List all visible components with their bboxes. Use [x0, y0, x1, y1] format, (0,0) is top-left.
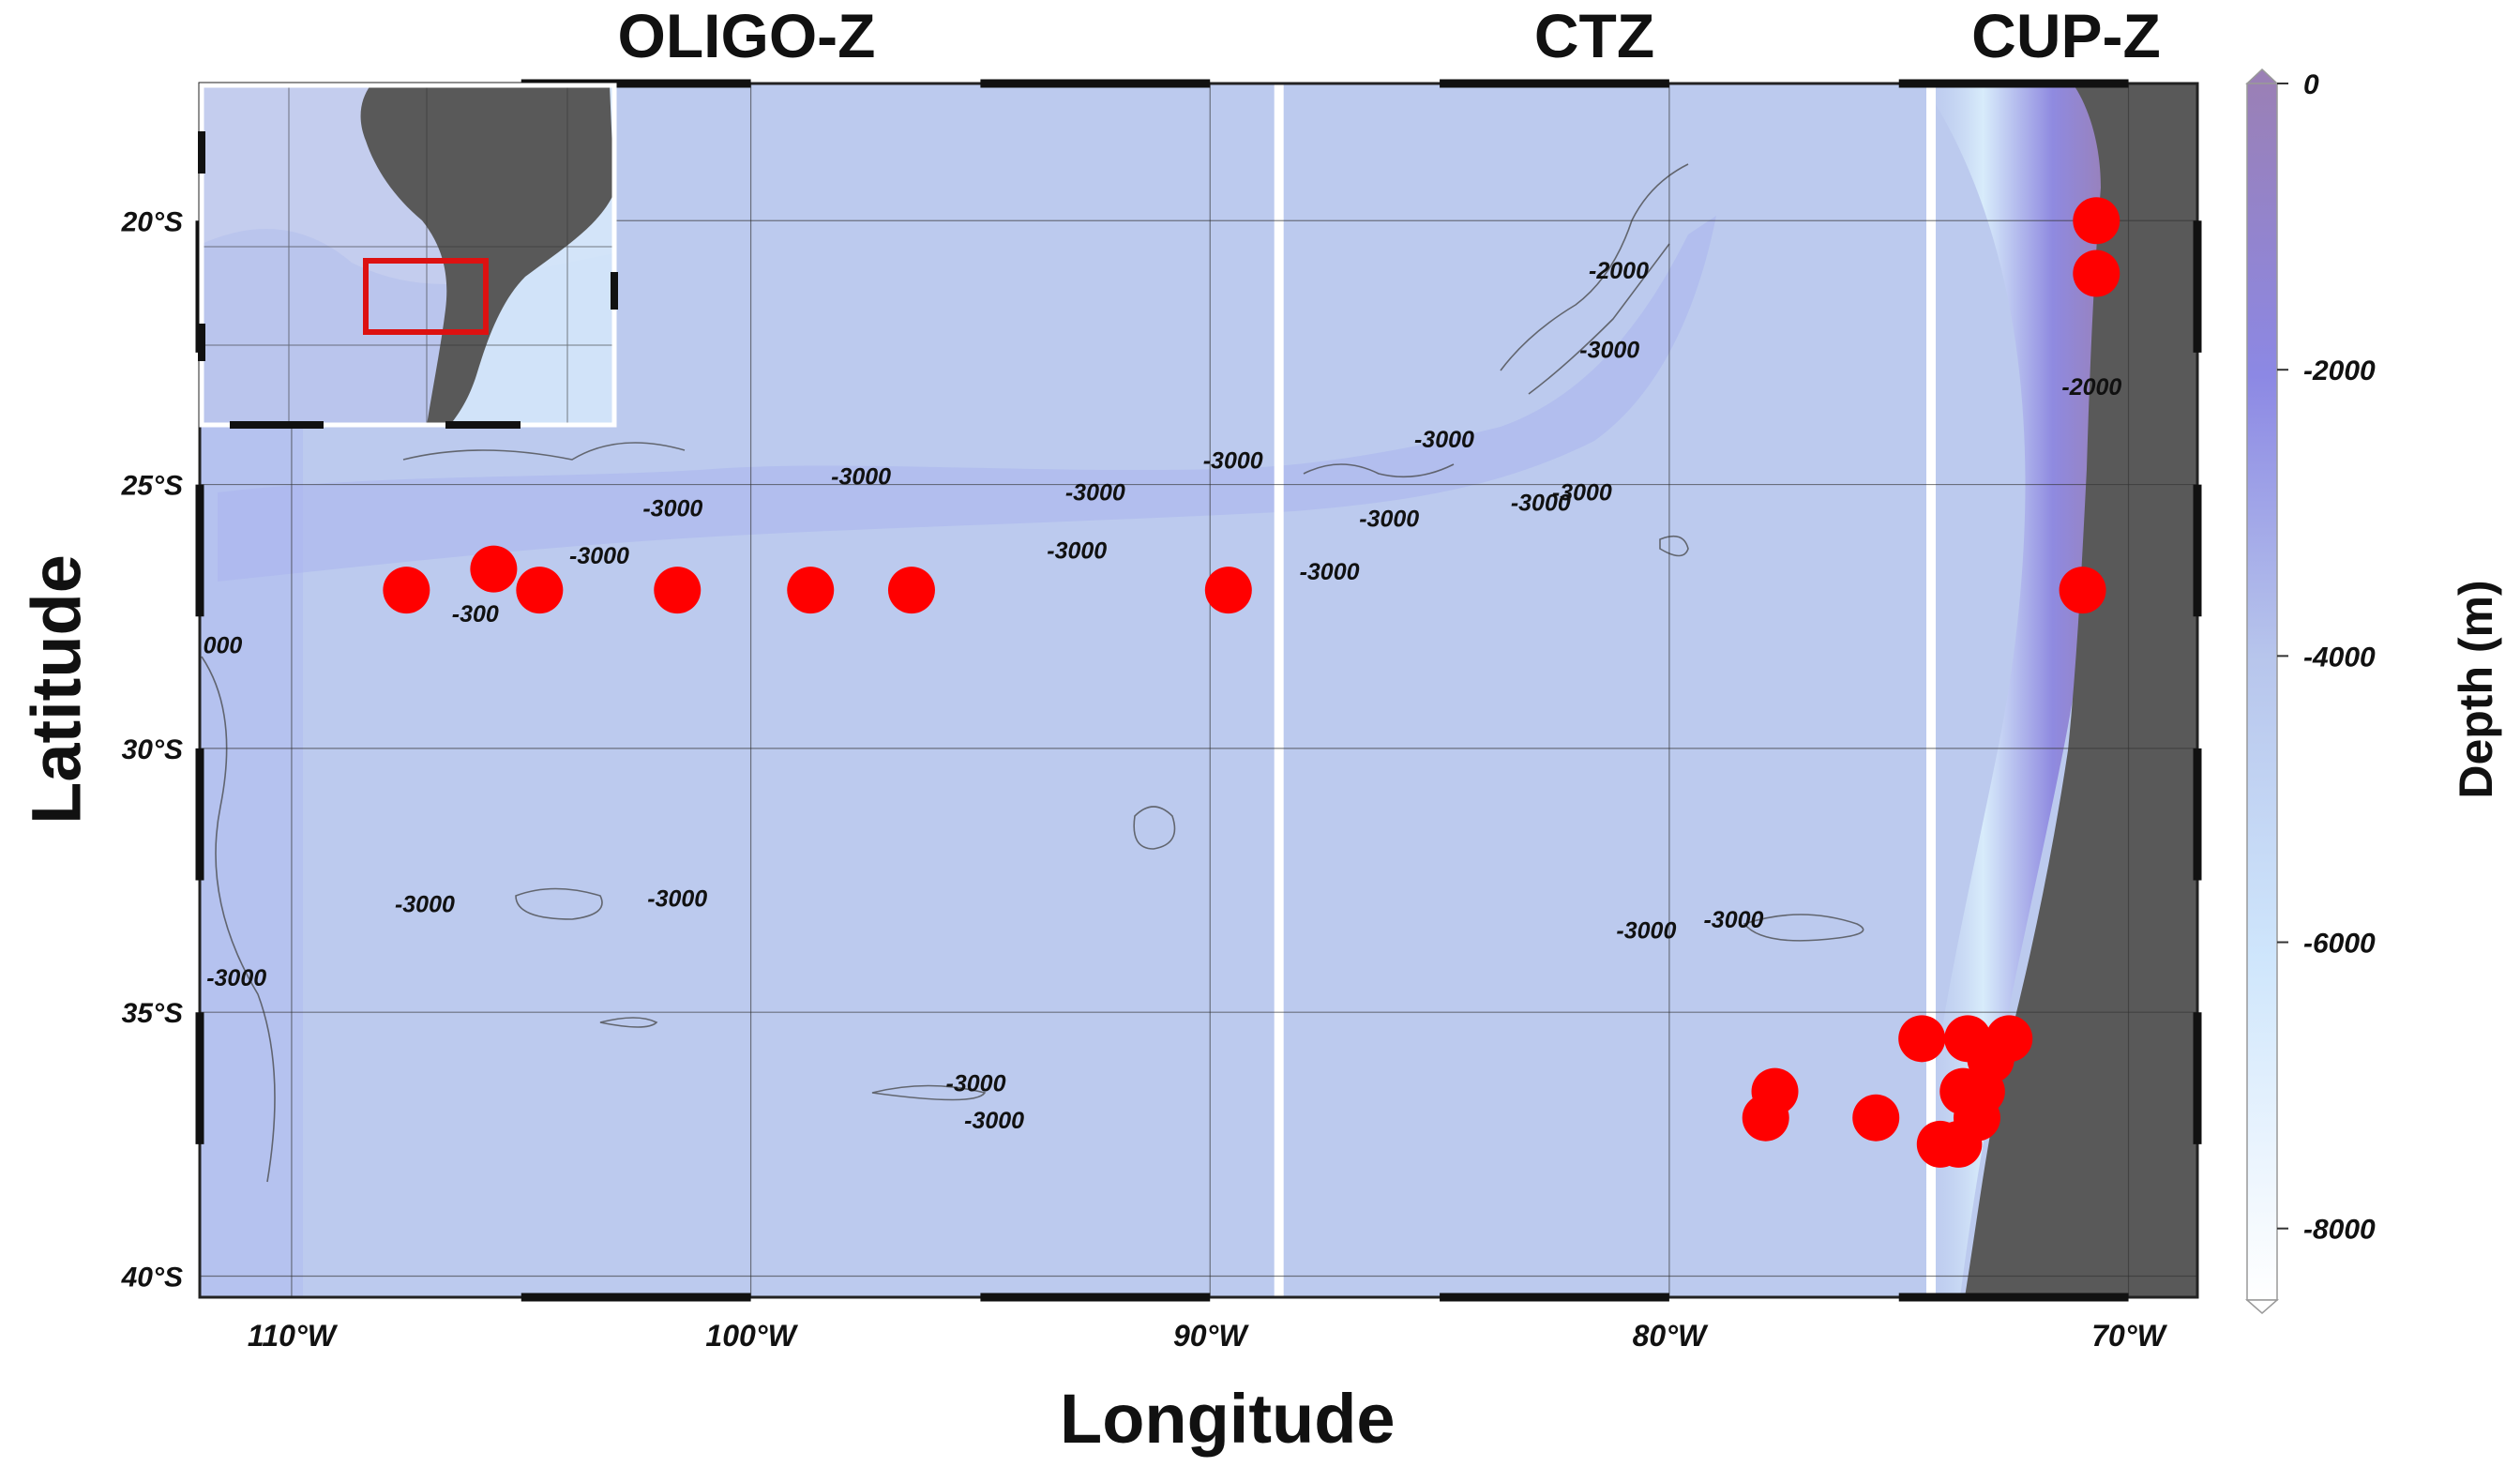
contour-label: -3000 [1047, 537, 1107, 564]
station-marker [787, 567, 835, 614]
inset-map [198, 83, 618, 429]
station-marker [1916, 1120, 1964, 1168]
y-tick-label: 35°S [122, 998, 183, 1029]
contour-label: -2000 [2061, 374, 2121, 401]
x-axis-title: Longitude [1060, 1380, 1396, 1458]
station-marker [2073, 250, 2120, 297]
colorbar-tick-label: -8000 [2303, 1215, 2376, 1246]
bathymetry-features [200, 83, 2197, 1297]
contour-label: -3000 [642, 495, 702, 522]
station-marker [887, 567, 935, 614]
station-marker [654, 567, 702, 614]
contour-label: -3000 [964, 1108, 1024, 1134]
contour-label: -2000 [1589, 258, 1649, 284]
colorbar-tick-label: -2000 [2303, 355, 2376, 386]
study-area-box [363, 258, 489, 335]
x-tick-label: 80°W [1633, 1319, 1709, 1353]
station-marker [383, 567, 430, 614]
contour-label: -3000 [569, 543, 629, 569]
contour-labels: -3000-2000-2000-3000-3000-3000-3000-3000… [204, 258, 2122, 1134]
station-marker [516, 567, 564, 614]
contour-label: -3000 [1552, 479, 1612, 506]
contour-label: -3000 [647, 886, 707, 913]
contour-label: -3000 [1065, 479, 1125, 506]
y-tick-label: 30°S [122, 734, 183, 765]
contour-label: -3000 [206, 965, 266, 991]
contour-label: -3000 [946, 1071, 1006, 1097]
colorbar-tick-label: -4000 [2303, 642, 2376, 673]
station-marker [1852, 1094, 1900, 1142]
graticule [200, 83, 2197, 1297]
contour-label: -3000 [1616, 917, 1676, 944]
x-tick-labels: 110°W 100°W 90°W 80°W 70°W [248, 1319, 2168, 1353]
station-marker [2059, 567, 2106, 614]
contour-label: -3000 [1579, 338, 1639, 364]
contour-label: -3000 [1511, 491, 1571, 517]
contour-label: -300 [452, 601, 499, 628]
zone-label-oligo: OLIGO-Z [617, 1, 876, 70]
x-tick-label: 110°W [248, 1319, 339, 1353]
y-tick-label: 40°S [121, 1262, 183, 1293]
contour-label: -3000 [1414, 427, 1474, 453]
contour-label: 000 [204, 633, 243, 659]
x-tick-label: 70°W [2091, 1319, 2167, 1353]
station-marker [1204, 567, 1252, 614]
contour-label: -3000 [395, 891, 455, 917]
station-marker [1898, 1015, 1946, 1063]
station-marker [470, 545, 518, 593]
zone-label-ctz: CTZ [1533, 1, 1655, 70]
inset-land [360, 85, 614, 425]
y-axis-title: Latitude [17, 554, 96, 824]
y-tick-labels: 20°S 25°S 30°S 35°S 40°S [121, 206, 183, 1293]
station-marker [2073, 197, 2120, 245]
x-tick-label: 90°W [1173, 1319, 1249, 1353]
contour-label: -3000 [831, 464, 891, 491]
y-tick-label: 20°S [121, 206, 183, 237]
y-tick-label: 25°S [121, 471, 183, 502]
sampling-stations [383, 197, 2120, 1168]
contour-label: -3000 [1300, 559, 1360, 585]
colorbar-title: Depth (m) [2450, 580, 2502, 799]
land-mass [1965, 83, 2197, 1297]
contour-label: -3000 [1703, 907, 1763, 933]
station-marker [1742, 1094, 1789, 1142]
colorbar-tick-label: -6000 [2303, 929, 2376, 960]
x-tick-label: 100°W [705, 1319, 798, 1353]
contour-label: -3000 [1203, 448, 1263, 475]
contour-label: -3000 [1359, 507, 1419, 533]
zone-label-cup: CUP-Z [1971, 1, 2161, 70]
colorbar: 0 -2000 -4000 -6000 -8000 [2245, 68, 2376, 1314]
colorbar-tick-label: 0 [2303, 69, 2319, 100]
